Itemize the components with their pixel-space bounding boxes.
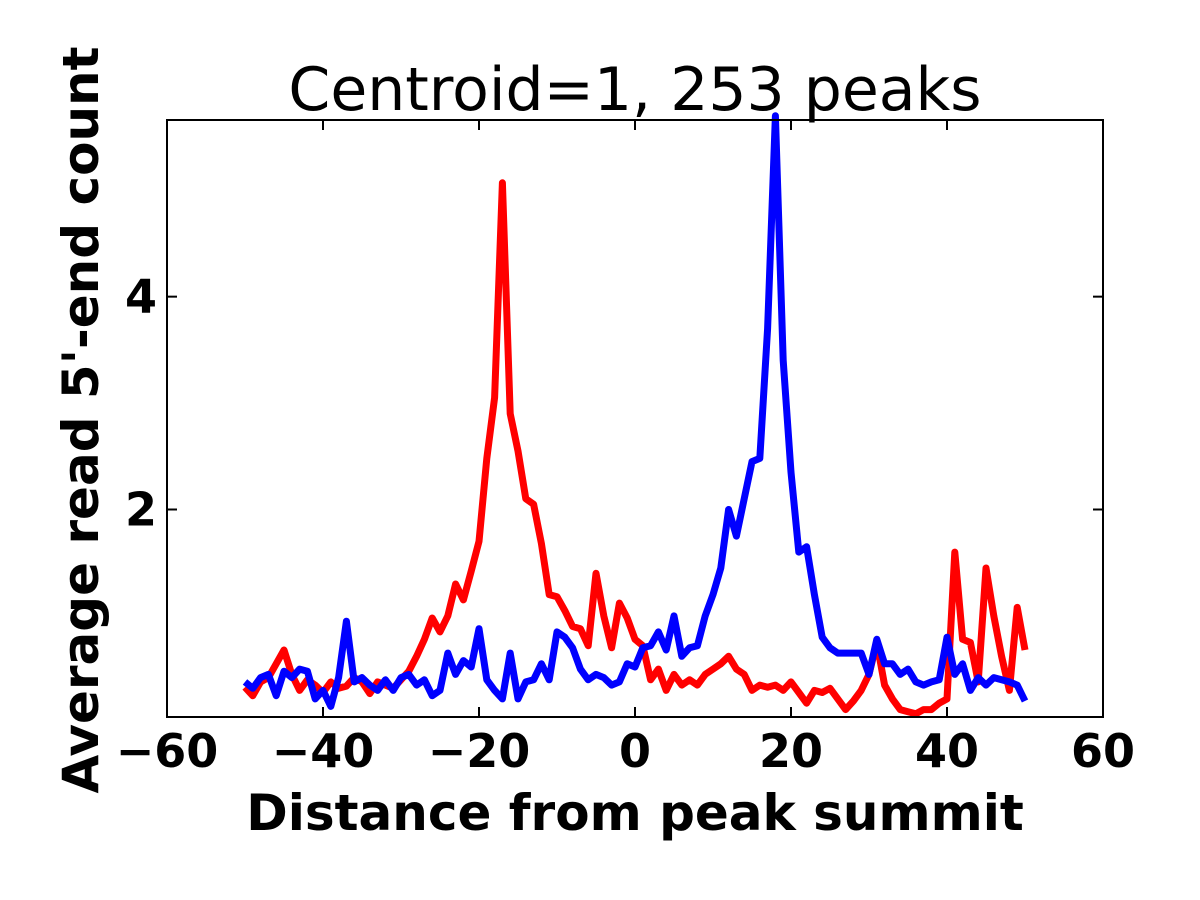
y-tick-label: 4	[125, 270, 157, 324]
ticks-layer: −60 −40 −20 0 20 40 60 2 4	[116, 120, 1135, 778]
y-axis-label: Average read 5'-end count	[52, 46, 110, 793]
chart-title: Centroid=1, 253 peaks	[288, 55, 981, 125]
x-tick-label: −20	[428, 724, 531, 778]
x-tick-label: 60	[1071, 724, 1135, 778]
series-layer	[242, 112, 1029, 718]
x-tick-label: −60	[116, 724, 219, 778]
x-tick-label: −40	[272, 724, 375, 778]
series-line-blue	[242, 112, 1029, 710]
y-tick-label: 2	[125, 482, 157, 536]
x-axis-label: Distance from peak summit	[246, 784, 1024, 842]
x-tick-label: 0	[619, 724, 651, 778]
x-tick-label: 40	[915, 724, 979, 778]
x-tick-label: 20	[759, 724, 823, 778]
